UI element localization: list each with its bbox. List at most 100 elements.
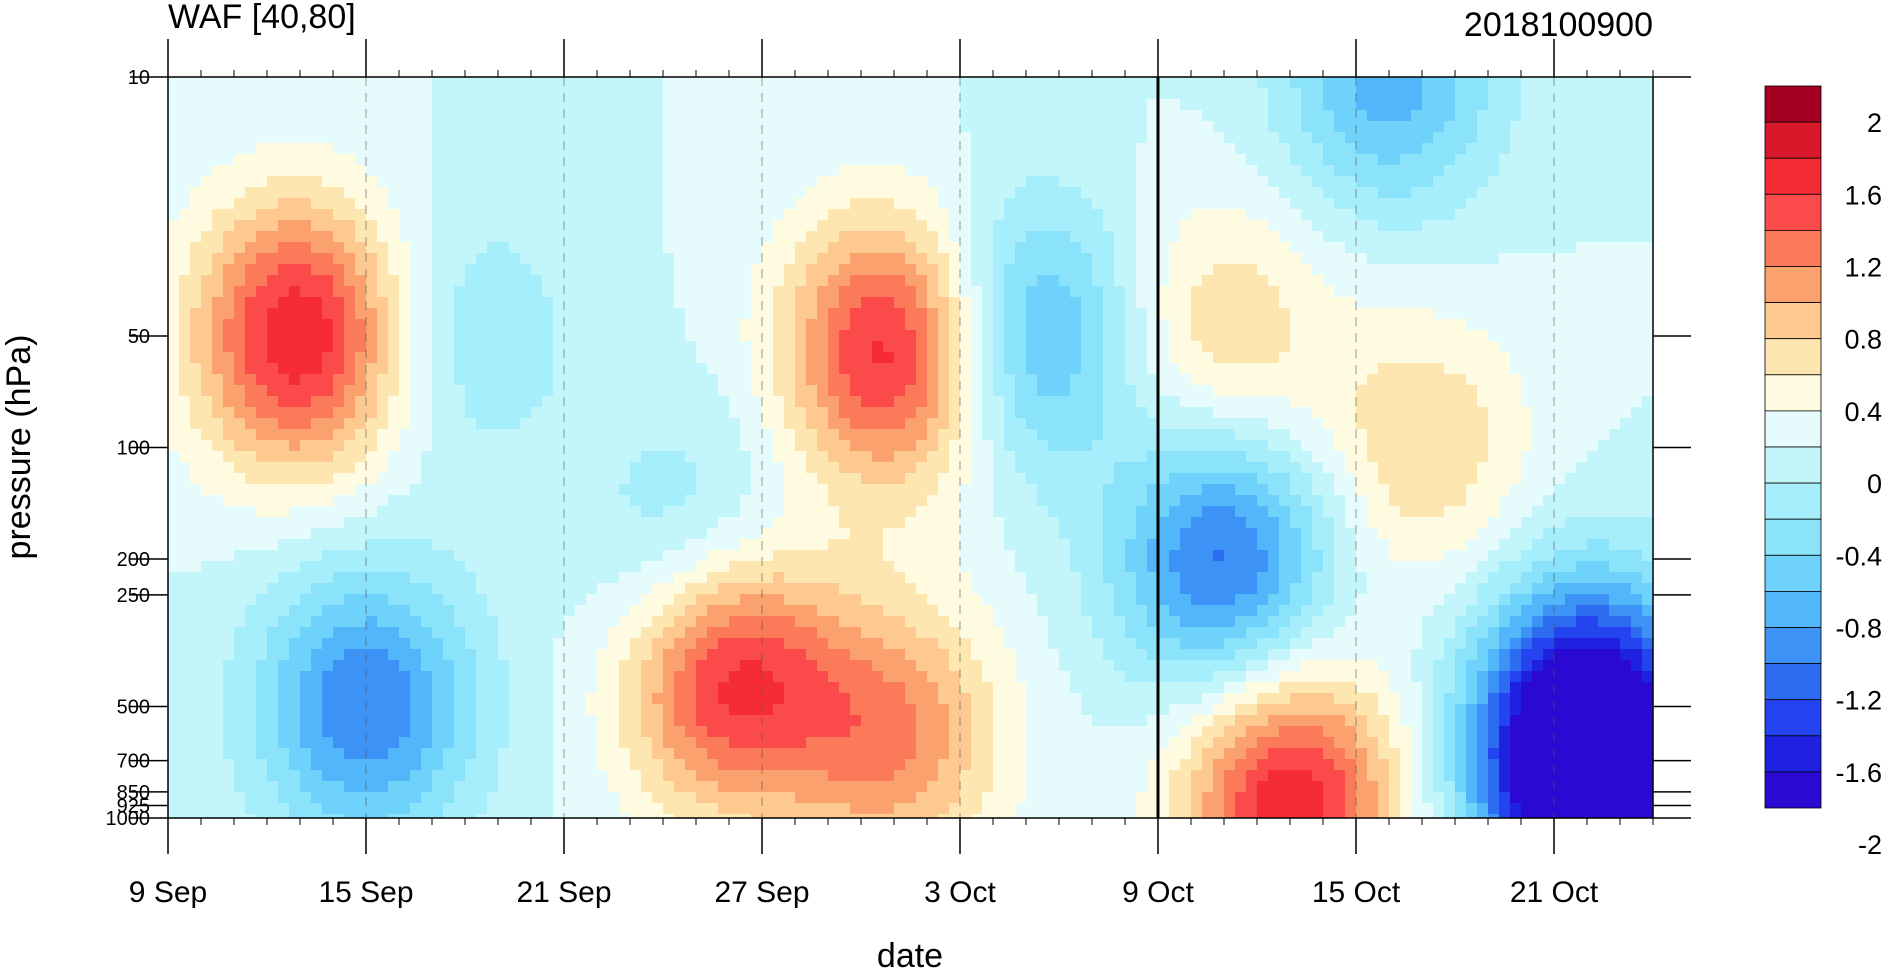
field-cell — [454, 781, 466, 793]
field-cell — [652, 517, 664, 529]
field-cell — [267, 418, 279, 430]
field-cell — [377, 374, 389, 386]
field-cell — [872, 737, 884, 749]
field-cell — [630, 341, 642, 353]
field-cell — [322, 77, 334, 89]
field-cell — [333, 473, 345, 485]
field-cell — [773, 286, 785, 298]
field-cell — [883, 396, 895, 408]
field-cell — [927, 231, 939, 243]
field-cell — [718, 165, 730, 177]
field-cell — [245, 737, 257, 749]
field-cell — [487, 517, 499, 529]
field-cell — [718, 770, 730, 782]
field-cell — [619, 231, 631, 243]
field-cell — [850, 704, 862, 716]
field-cell — [850, 539, 862, 551]
field-cell — [300, 99, 312, 111]
field-cell — [608, 792, 620, 804]
field-cell — [773, 583, 785, 595]
field-cell — [894, 627, 906, 639]
field-cell — [916, 682, 928, 694]
field-cell — [707, 143, 719, 155]
field-cell — [905, 308, 917, 320]
field-cell — [278, 517, 290, 529]
field-cell — [300, 583, 312, 595]
field-cell — [685, 759, 697, 771]
field-cell — [762, 231, 774, 243]
field-cell — [608, 583, 620, 595]
field-cell — [861, 319, 873, 331]
field-cell — [432, 627, 444, 639]
field-cell — [685, 539, 697, 551]
field-cell — [366, 418, 378, 430]
field-cell — [201, 154, 213, 166]
field-cell — [806, 539, 818, 551]
field-cell — [388, 506, 400, 518]
field-cell — [520, 253, 532, 265]
field-cell — [179, 198, 191, 210]
field-cell — [883, 462, 895, 474]
field-cell — [333, 132, 345, 144]
field-cell — [630, 803, 642, 815]
field-cell — [916, 429, 928, 441]
field-cell — [960, 726, 972, 738]
field-cell — [201, 374, 213, 386]
field-cell — [685, 572, 697, 584]
field-cell — [333, 517, 345, 529]
field-cell — [894, 176, 906, 188]
field-cell — [410, 726, 422, 738]
field-cell — [850, 440, 862, 452]
field-cell — [751, 88, 763, 100]
field-cell — [388, 143, 400, 155]
field-cell — [531, 704, 543, 716]
field-cell — [377, 121, 389, 133]
field-cell — [300, 198, 312, 210]
field-cell — [300, 517, 312, 529]
field-cell — [553, 484, 565, 496]
field-cell — [960, 792, 972, 804]
field-cell — [740, 638, 752, 650]
field-cell — [311, 407, 323, 419]
field-cell — [586, 770, 598, 782]
field-cell — [531, 341, 543, 353]
field-cell — [223, 726, 235, 738]
field-cell — [300, 605, 312, 617]
field-cell — [509, 143, 521, 155]
field-cell — [388, 462, 400, 474]
field-cell — [850, 253, 862, 265]
field-cell — [608, 506, 620, 518]
field-cell — [256, 770, 268, 782]
field-cell — [443, 517, 455, 529]
field-cell — [861, 88, 873, 100]
field-cell — [531, 275, 543, 287]
field-cell — [234, 253, 246, 265]
field-cell — [289, 792, 301, 804]
field-cell — [608, 77, 620, 89]
field-cell — [278, 550, 290, 562]
field-cell — [894, 286, 906, 298]
field-cell — [817, 748, 829, 760]
field-cell — [289, 253, 301, 265]
field-cell — [344, 165, 356, 177]
field-cell — [916, 616, 928, 628]
field-cell — [476, 528, 488, 540]
field-cell — [322, 220, 334, 232]
field-cell — [542, 671, 554, 683]
field-cell — [542, 528, 554, 540]
field-cell — [498, 341, 510, 353]
field-cell — [751, 506, 763, 518]
field-cell — [784, 704, 796, 716]
field-cell — [377, 154, 389, 166]
field-cell — [542, 77, 554, 89]
field-cell — [817, 242, 829, 254]
field-cell — [498, 253, 510, 265]
field-cell — [839, 737, 851, 749]
field-cell — [762, 583, 774, 595]
field-cell — [168, 198, 180, 210]
field-cell — [905, 110, 917, 122]
field-cell — [201, 88, 213, 100]
field-cell — [652, 198, 664, 210]
field-cell — [597, 121, 609, 133]
field-cell — [608, 341, 620, 353]
